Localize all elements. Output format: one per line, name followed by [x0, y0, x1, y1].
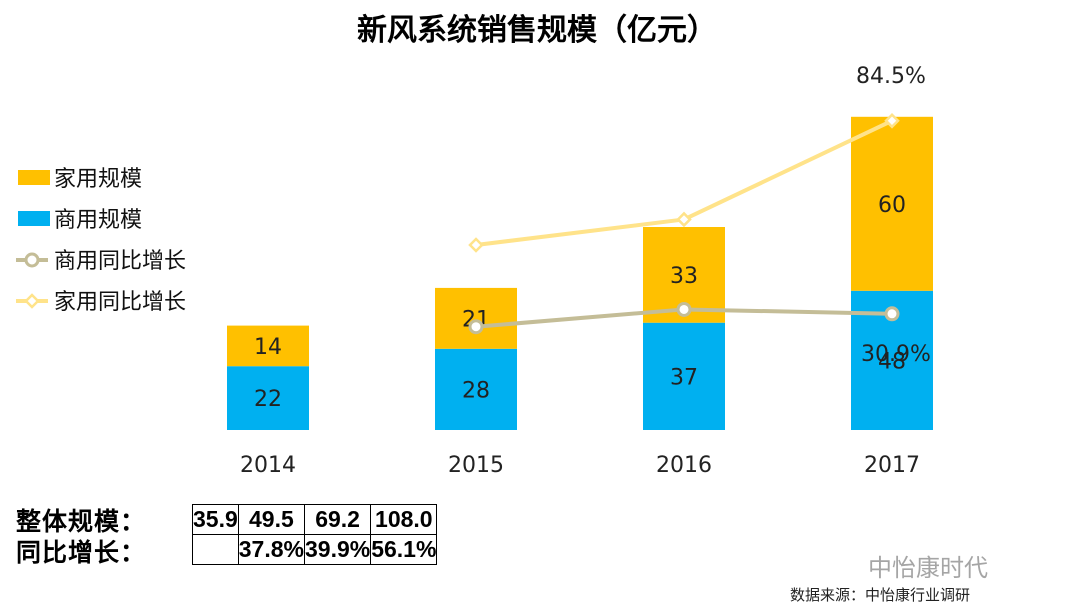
chart-area: 新风系统销售规模（亿元） 2228374814213360 2014201520… — [16, 13, 933, 478]
summary-row-label: 同比增长： — [16, 537, 147, 567]
bar-value-label: 60 — [878, 193, 906, 218]
line-point — [884, 306, 900, 322]
line-point — [468, 237, 484, 253]
bars-layer: 2228374814213360 — [227, 116, 933, 430]
bar-2014-s1 — [227, 325, 309, 367]
summary-cell: 69.2 — [303, 504, 372, 535]
legend-label: 商用规模 — [54, 208, 142, 233]
summary-cell: 108.0 — [370, 504, 438, 535]
lines-layer — [468, 113, 900, 335]
bar-value-label: 14 — [254, 335, 282, 360]
summary-grid: 35.9 49.5 69.2 108.0 37.8% 39.9% 56.1% — [192, 504, 438, 565]
legend-swatch — [18, 170, 50, 185]
line-point — [884, 113, 900, 129]
bar-2014-s0 — [227, 366, 309, 430]
summary-cell: 39.9% — [303, 534, 372, 565]
x-tick-label: 2015 — [448, 453, 504, 478]
summary-cell: 37.8% — [237, 534, 305, 565]
watermark: 中怡康时代 — [868, 554, 988, 582]
summary-row-growth: 同比增长： — [16, 535, 192, 567]
chart-title: 新风系统销售规模（亿元） — [357, 13, 717, 48]
summary-grid-row: 37.8% 39.9% 56.1% — [192, 534, 438, 565]
bar-2017-s1 — [851, 116, 933, 291]
line-point — [676, 211, 692, 228]
bar-2016-s0 — [643, 322, 725, 430]
bar-2015-s0 — [435, 348, 517, 430]
x-tick-label: 2016 — [656, 453, 712, 478]
summary-cell: 56.1% — [370, 534, 438, 565]
x-tick-label: 2017 — [864, 453, 920, 478]
legend-label: 家用规模 — [54, 167, 142, 192]
x-axis: 2014 2015 2016 2017 — [240, 453, 920, 478]
bar-value-label: 33 — [670, 264, 698, 289]
legend-swatch — [18, 211, 50, 226]
summary-cell: 49.5 — [237, 504, 305, 535]
summary-cell — [192, 534, 239, 565]
line-point — [468, 319, 484, 335]
summary-row-label: 整体规模： — [16, 506, 147, 536]
summary-row-total: 整体规模： — [16, 504, 192, 536]
legend-marker — [24, 252, 40, 268]
legend-label: 家用同比增长 — [54, 290, 186, 315]
summary-cell: 35.9 — [192, 504, 239, 535]
annotations: 84.5% 30.9% — [856, 64, 931, 367]
bar-value-label: 22 — [254, 387, 282, 412]
annotation-label: 30.9% — [861, 342, 931, 367]
bar-value-label: 48 — [878, 349, 906, 374]
x-tick-label: 2014 — [240, 453, 296, 478]
legend-marker — [24, 293, 40, 309]
source-note: 数据来源：中怡康行业调研 — [790, 586, 971, 604]
legend-label: 商用同比增长 — [54, 249, 186, 274]
summary-table: 整体规模： 同比增长： 35.9 49.5 69.2 108.0 37.8% 3… — [16, 504, 438, 567]
annotation-label: 84.5% — [856, 64, 926, 89]
bar-value-label: 37 — [670, 365, 698, 390]
bar-2015-s1 — [435, 287, 517, 349]
line-point — [676, 301, 692, 317]
summary-grid-row: 35.9 49.5 69.2 108.0 — [192, 504, 438, 535]
bar-value-label: 28 — [462, 378, 490, 403]
